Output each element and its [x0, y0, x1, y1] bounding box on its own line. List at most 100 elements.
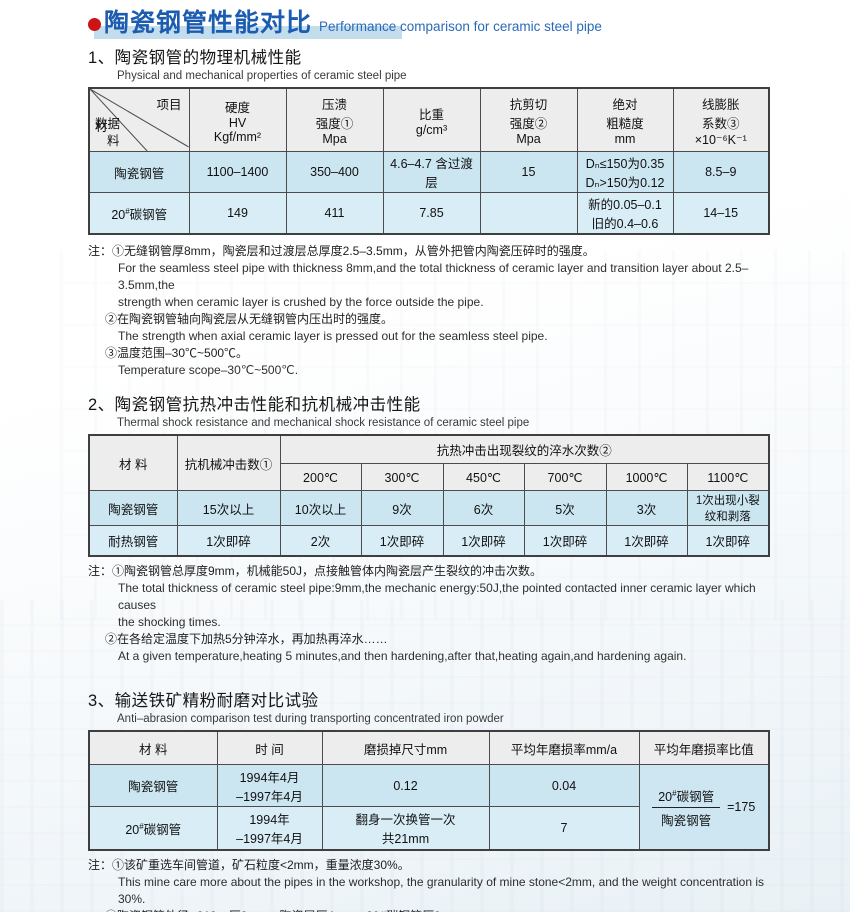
table-cell: 14–15 [672, 192, 770, 235]
table2-row-heat-resistant: 耐热钢管 1次即碎 2次 1次即碎 1次即碎 1次即碎 1次即碎 1次即碎 [88, 525, 770, 557]
fraction: 20#碳钢管 陶瓷钢管 [652, 785, 721, 830]
table-cell: 411 [285, 192, 384, 235]
table2-notes: 注：①陶瓷钢管总厚度9mm，机械能50J，点接触管体内陶瓷层产生裂纹的冲击次数。… [88, 563, 770, 665]
section-1-title-zh: 1、陶瓷钢管的物理机械性能 [88, 49, 302, 67]
section-3-title-zh: 3、输送铁矿精粉耐磨对比试验 [88, 692, 319, 710]
corner-label-data: 数据 [95, 117, 121, 131]
column-header-wear-ratio: 平均年磨损率比值 [638, 730, 770, 765]
corner-label-material-2: 料 [107, 134, 120, 148]
table1-corner-cell: 项目 数据 材 料 [88, 87, 190, 152]
table2-row-ceramic: 陶瓷钢管 15次以上 10次以上 9次 6次 5次 3次 1次出现小裂 纹和剥落 [88, 490, 770, 526]
table-cell: 1次即碎 [686, 525, 770, 557]
material-name-cell: 陶瓷钢管 [88, 764, 218, 807]
column-header-expansion: 线膨胀 系数③ ×10⁻⁶K⁻¹ [672, 87, 770, 152]
table-cell: 1100–1400 [188, 151, 287, 193]
wear-ratio-cell: 20#碳钢管 陶瓷钢管 =175 [638, 764, 770, 851]
column-header-time: 时 间 [216, 730, 323, 765]
table3-header-row: 材 料 时 间 磨损掉尺寸mm 平均年磨损率mm/a 平均年磨损率比值 [88, 730, 770, 765]
shock-resistance-table: 材 料 抗机械冲击数① 抗热冲击出现裂纹的淬水次数② 200℃ 300℃ 450… [88, 434, 771, 557]
note-line: 注：①该矿重选车间管道，矿石粒度<2mm，重量浓度30%。 [88, 858, 410, 872]
material-name-cell: 20#碳钢管 [88, 806, 218, 851]
table-cell: 7.85 [382, 192, 481, 235]
table-cell: 1次即碎 [360, 525, 444, 557]
column-header-temp: 200℃ [279, 463, 362, 491]
column-header-temp: 300℃ [360, 463, 444, 491]
table-cell: 2次 [279, 525, 362, 557]
column-header-temp: 1000℃ [605, 463, 688, 491]
note-line: ②在陶瓷钢管轴向陶瓷层从无缝钢管内压出时的强度。 [105, 312, 394, 326]
abrasion-test-table: 材 料 时 间 磨损掉尺寸mm 平均年磨损率mm/a 平均年磨损率比值 陶瓷钢管… [88, 730, 770, 851]
material-name-cell: 陶瓷钢管 [88, 151, 190, 193]
column-header-roughness: 绝对 粗糙度 mm [576, 87, 674, 152]
table-cell: 0.12 [321, 764, 490, 807]
diagonal-divider-icon [90, 89, 189, 151]
table3-notes: 注：①该矿重选车间管道，矿石粒度<2mm，重量浓度30%。 This mine … [88, 857, 770, 912]
table-cell: 翻身一次换管一次 共21mm [321, 806, 490, 851]
note-line: The total thickness of ceramic steel pip… [118, 581, 756, 612]
title-inner: 陶瓷钢管性能对比 Performance comparison for cera… [88, 8, 770, 38]
fraction-numerator: 20#碳钢管 [658, 788, 715, 804]
note-line: strength when ceramic layer is crushed b… [118, 295, 484, 309]
table-cell: 149 [188, 192, 287, 235]
table-cell: Dₙ≤150为0.35 Dₙ>150为0.12 [576, 151, 674, 193]
section-3-title-en: Anti–abrasion comparison test during tra… [117, 713, 504, 725]
table-cell [479, 192, 578, 235]
table-cell: 8.5–9 [672, 151, 770, 193]
table-cell: 6次 [442, 490, 525, 526]
red-dot-icon [88, 18, 101, 31]
column-header-temp: 700℃ [523, 463, 607, 491]
table1-row-carbon-steel: 20#碳钢管 149 411 7.85 新的0.05–0.1 旧的0.4–0.6… [88, 192, 770, 235]
table-cell: 15 [479, 151, 578, 193]
table3-row-carbon-steel: 20#碳钢管 1994年 –1997年4月 翻身一次换管一次 共21mm 7 [88, 806, 769, 851]
table-cell: 1次即碎 [442, 525, 525, 557]
column-header-annual-wear-rate: 平均年磨损率mm/a [488, 730, 640, 765]
note-line: Temperature scope–30℃~500℃. [118, 363, 299, 377]
note-line: 注：①陶瓷钢管总厚度9mm，机械能50J，点接触管体内陶瓷层产生裂纹的冲击次数。 [88, 564, 543, 578]
table-cell: 3次 [605, 490, 688, 526]
table3-row-ceramic: 陶瓷钢管 1994年4月 –1997年4月 0.12 0.04 20#碳钢管 陶… [88, 764, 770, 851]
table1-header-row: 项目 数据 材 料 硬度 HV Kgf/mm² 压溃 强度① Mpa 比重 g/… [88, 87, 770, 152]
title-highlight-band [94, 26, 402, 39]
column-header-material: 材 料 [88, 434, 178, 491]
column-header-temp: 1100℃ [686, 463, 770, 491]
note-line: For the seamless steel pipe with thickne… [118, 261, 749, 292]
note-line: ②陶瓷钢管外径φ219，厚8mm，陶瓷层厚4mm，20#碳钢管厚9mm。 [105, 908, 770, 912]
table-cell: 9次 [360, 490, 444, 526]
column-header-mechanical-shock: 抗机械冲击数① [176, 434, 281, 491]
column-header-specific-gravity: 比重 g/cm³ [382, 87, 481, 152]
table-cell: 1次即碎 [176, 525, 281, 557]
table-cell: 1次即碎 [523, 525, 607, 557]
table1-row-ceramic: 陶瓷钢管 1100–1400 350–400 4.6–4.7 含过渡层 15 D… [88, 151, 770, 193]
material-name-cell: 20#碳钢管 [88, 192, 190, 235]
table-cell: 15次以上 [176, 490, 281, 526]
table-cell: 350–400 [285, 151, 384, 193]
page-title: 陶瓷钢管性能对比 Performance comparison for cera… [88, 8, 770, 40]
page-title-zh: 陶瓷钢管性能对比 [104, 9, 313, 37]
table1-notes: 注：①无缝钢管厚8mm，陶瓷层和过渡层总厚度2.5–3.5mm，从管外把管内陶瓷… [88, 243, 770, 379]
note-line: 注：①无缝钢管厚8mm，陶瓷层和过渡层总厚度2.5–3.5mm，从管外把管内陶瓷… [88, 244, 595, 258]
page-title-en: Performance comparison for ceramic steel… [319, 19, 602, 34]
column-header-material: 材 料 [88, 730, 218, 765]
note-line: The strength when axial ceramic layer is… [118, 329, 548, 343]
table-cell: 0.04 [488, 764, 640, 807]
section-2-title-en: Thermal shock resistance and mechanical … [117, 417, 530, 429]
column-header-temp: 450℃ [442, 463, 525, 491]
section-1-heading: 1、陶瓷钢管的物理机械性能 Physical and mechanical pr… [88, 48, 770, 83]
table2-header-row-1: 材 料 抗机械冲击数① 抗热冲击出现裂纹的淬水次数② [88, 434, 770, 491]
column-header-crush-strength: 压溃 强度① Mpa [285, 87, 384, 152]
table-cell: 5次 [523, 490, 607, 526]
material-name-cell: 耐热钢管 [88, 525, 178, 557]
fraction-denominator: 陶瓷钢管 [661, 813, 712, 828]
table-cell: 4.6–4.7 含过渡层 [382, 151, 481, 193]
note-line: This mine care more about the pipes in t… [118, 875, 765, 906]
table-cell: 1次即碎 [605, 525, 688, 557]
fraction-bar [652, 806, 721, 808]
column-header-thermal-shock-group: 抗热冲击出现裂纹的淬水次数② [279, 434, 770, 464]
section-2-heading: 2、陶瓷钢管抗热冲击性能和抗机械冲击性能 Thermal shock resis… [88, 395, 770, 430]
table-cell: 新的0.05–0.1 旧的0.4–0.6 [576, 192, 674, 235]
note-line: the shocking times. [118, 615, 221, 629]
material-name-cell: 陶瓷钢管 [88, 490, 178, 526]
ratio-value: =175 [727, 800, 756, 814]
note-line: ②在各给定温度下加热5分钟淬水，再加热再淬水…… [105, 632, 388, 646]
